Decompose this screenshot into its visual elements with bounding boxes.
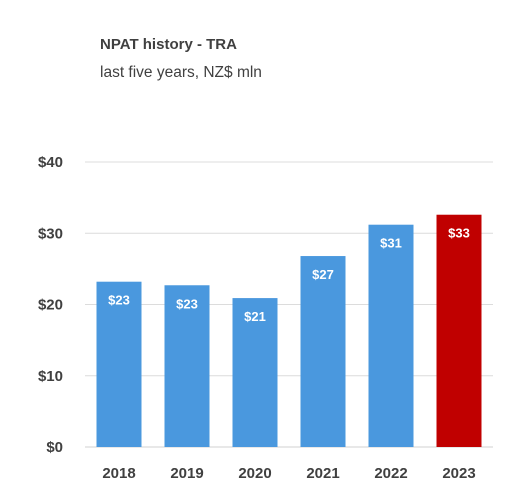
bar-2022 (368, 224, 414, 447)
bar-2023 (436, 214, 482, 447)
y-tick-label: $0 (46, 439, 63, 456)
bar-2019 (164, 285, 210, 447)
chart-title: NPAT history - TRA (100, 36, 237, 53)
data-label-2021: $27 (312, 267, 334, 282)
x-tick-label-2020: 2020 (238, 465, 271, 482)
bar-2020 (232, 298, 278, 447)
data-label-2019: $23 (176, 296, 198, 311)
y-tick-label: $20 (38, 297, 63, 314)
data-label-2023: $33 (448, 226, 470, 241)
bar-2021 (300, 256, 346, 447)
data-label-2020: $21 (244, 309, 266, 324)
y-tick-label: $40 (38, 154, 63, 171)
y-axis: $0 $10 $20 $30 $40 (38, 154, 63, 456)
chart-subtitle: last five years, NZ$ mln (100, 64, 262, 81)
data-label-2018: $23 (108, 293, 130, 308)
x-axis: 2018 2019 2020 2021 2022 2023 (102, 465, 475, 482)
x-tick-label-2018: 2018 (102, 465, 135, 482)
gridlines (85, 161, 493, 448)
bar-2018 (96, 281, 142, 447)
data-label-2022: $31 (380, 236, 402, 251)
y-tick-label: $30 (38, 225, 63, 242)
x-tick-label-2021: 2021 (306, 465, 339, 482)
y-tick-label: $10 (38, 368, 63, 385)
x-tick-label-2023: 2023 (442, 465, 475, 482)
bars (96, 214, 482, 447)
x-tick-label-2019: 2019 (170, 465, 203, 482)
x-tick-label-2022: 2022 (374, 465, 407, 482)
data-labels: $23 $23 $21 $27 $31 $33 (108, 226, 470, 324)
